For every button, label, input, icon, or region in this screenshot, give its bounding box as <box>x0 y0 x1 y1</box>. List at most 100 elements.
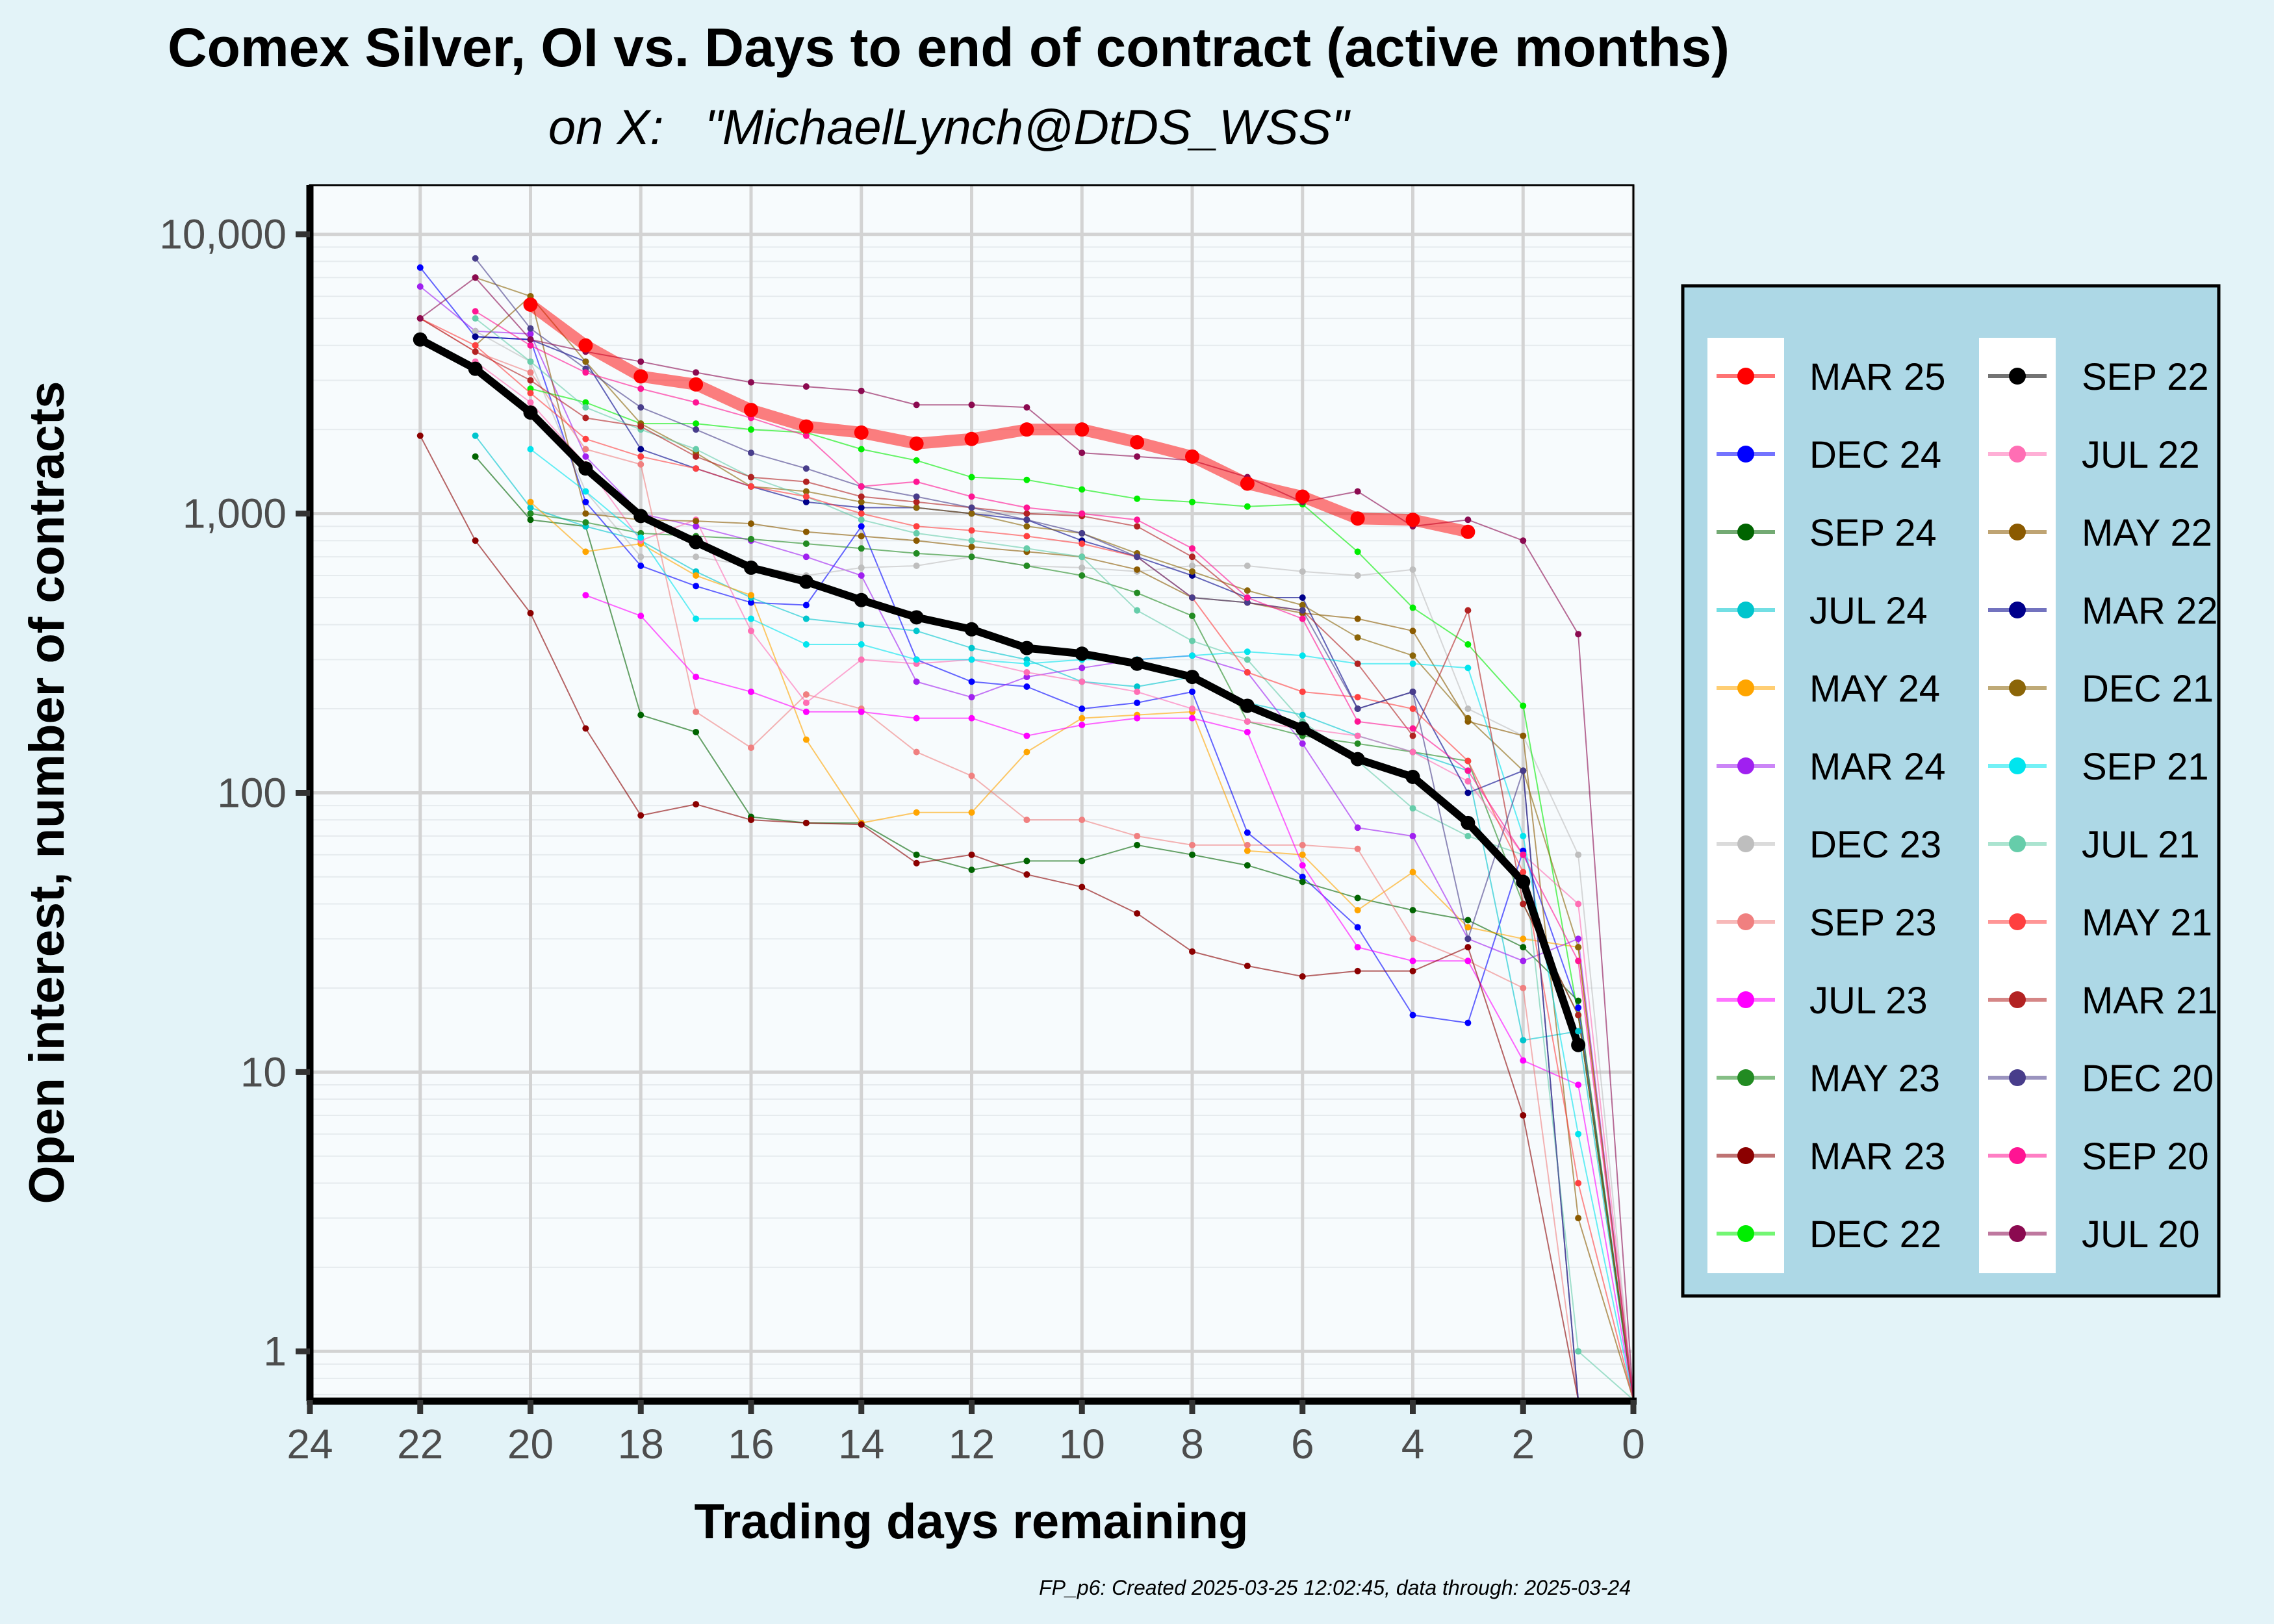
data-point-sep-23 <box>1299 841 1306 848</box>
data-point-sep-24 <box>472 453 479 460</box>
data-point-sep-23 <box>637 461 645 468</box>
data-point-mar-25 <box>633 369 648 384</box>
data-point-mar-25 <box>1405 513 1420 527</box>
data-point-mar-24 <box>968 694 975 701</box>
data-point-sep-23 <box>527 369 534 376</box>
data-point-mar-23 <box>472 537 479 544</box>
legend-swatch-point-jul-21 <box>2009 835 2026 852</box>
data-point-dec-23 <box>472 327 479 335</box>
data-point-sep-22 <box>1405 770 1420 785</box>
data-point-sep-20 <box>693 399 700 406</box>
data-point-may-21 <box>1409 705 1416 713</box>
data-point-may-24 <box>1079 715 1086 722</box>
data-point-mar-21 <box>527 377 534 384</box>
data-point-jul-20 <box>472 274 479 281</box>
legend-label-may-21: MAY 21 <box>2082 902 2212 944</box>
data-point-dec-22 <box>1023 476 1030 483</box>
legend-label-sep-24: SEP 24 <box>1809 512 1937 554</box>
data-point-mar-24 <box>1354 824 1361 831</box>
data-point-mar-25 <box>1130 435 1145 450</box>
y-axis-title: Open interest, number of contracts <box>19 381 75 1204</box>
data-point-dec-23 <box>1079 564 1086 571</box>
data-point-may-23 <box>1354 740 1361 747</box>
data-point-mar-22 <box>858 504 865 511</box>
data-point-dec-24 <box>1079 705 1086 713</box>
data-point-may-24 <box>582 548 589 555</box>
legend-swatch-point-mar-21 <box>2009 991 2026 1008</box>
data-point-sep-23 <box>582 446 589 453</box>
y-tick-label: 1 <box>263 1328 287 1375</box>
data-point-dec-20 <box>1520 767 1527 774</box>
data-point-dec-23 <box>913 563 920 570</box>
data-point-may-23 <box>968 553 975 561</box>
data-point-jul-23 <box>1575 1082 1582 1089</box>
data-point-may-24 <box>1409 869 1416 876</box>
data-point-sep-22 <box>1075 646 1090 661</box>
data-point-sep-22 <box>854 592 869 607</box>
data-point-dec-21 <box>1189 568 1195 575</box>
data-point-dec-20 <box>1244 599 1251 606</box>
data-point-dec-20 <box>1079 529 1086 537</box>
data-point-sep-22 <box>1461 815 1476 830</box>
data-point-mar-25 <box>689 377 704 392</box>
data-point-sep-22 <box>744 560 758 575</box>
data-point-jul-22 <box>1409 748 1416 755</box>
legend-label-mar-21: MAR 21 <box>2082 980 2218 1022</box>
data-point-mar-24 <box>1409 833 1416 840</box>
legend-label-jul-22: JUL 22 <box>2082 434 2200 476</box>
data-point-jul-21 <box>1464 833 1472 840</box>
caption: FP_p6: Created 2025-03-25 12:02:45, data… <box>1039 1576 1631 1599</box>
x-tick-label: 10 <box>1059 1421 1105 1467</box>
data-point-sep-24 <box>968 866 975 873</box>
legend-swatch-point-may-23 <box>1737 1069 1754 1086</box>
data-point-sep-23 <box>1409 935 1416 943</box>
data-point-jul-21 <box>1575 1348 1582 1355</box>
data-point-sep-21 <box>527 446 534 453</box>
data-point-jul-23 <box>858 708 865 715</box>
legend: MAR 25 DEC 24 SEP 24 JUL 24 MAY 24 MAR 24 DEC … <box>1707 338 2218 1273</box>
data-point-sep-22 <box>1350 752 1365 767</box>
data-point-jul-23 <box>637 613 645 620</box>
data-point-may-21 <box>582 435 589 442</box>
legend-label-mar-24: MAR 24 <box>1809 746 1946 788</box>
data-point-sep-21 <box>1299 652 1306 659</box>
data-point-may-23 <box>1023 563 1030 570</box>
data-point-may-22 <box>1354 615 1361 622</box>
data-point-sep-20 <box>1023 504 1030 511</box>
data-point-mar-23 <box>637 812 645 819</box>
legend-label-dec-22: DEC 22 <box>1809 1213 1941 1256</box>
x-tick-label: 24 <box>287 1421 333 1467</box>
data-point-jul-24 <box>527 504 534 511</box>
data-point-jul-24 <box>1299 711 1306 718</box>
data-point-jul-21 <box>1023 545 1030 552</box>
data-point-sep-24 <box>1189 851 1195 858</box>
data-point-sep-22 <box>689 535 704 550</box>
data-point-jul-22 <box>527 399 534 406</box>
data-point-mar-25 <box>1295 489 1310 504</box>
data-point-sep-24 <box>1079 857 1086 865</box>
data-point-mar-24 <box>913 678 920 685</box>
data-point-may-21 <box>1464 757 1472 765</box>
data-point-may-22 <box>802 528 810 535</box>
data-point-may-23 <box>748 535 754 542</box>
data-point-sep-20 <box>1464 767 1472 774</box>
data-point-sep-20 <box>582 369 589 376</box>
legend-label-jul-21: JUL 21 <box>2082 824 2200 866</box>
legend-label-mar-23: MAR 23 <box>1809 1136 1946 1178</box>
data-point-dec-22 <box>1464 641 1472 648</box>
data-point-mar-21 <box>637 423 645 430</box>
data-point-sep-24 <box>1520 944 1527 951</box>
data-point-jul-21 <box>1189 637 1195 644</box>
data-point-mar-24 <box>1520 958 1527 965</box>
data-point-dec-20 <box>1299 607 1306 614</box>
data-point-sep-22 <box>468 361 483 376</box>
legend-label-dec-20: DEC 20 <box>2082 1058 2214 1100</box>
data-point-mar-24 <box>1299 740 1306 747</box>
data-point-dec-24 <box>582 498 589 505</box>
data-point-may-21 <box>1299 688 1306 695</box>
data-point-sep-22 <box>909 610 924 625</box>
data-point-jul-22 <box>748 628 754 635</box>
data-point-sep-24 <box>527 516 534 524</box>
data-point-jul-23 <box>802 708 810 715</box>
data-point-jul-23 <box>913 715 920 722</box>
